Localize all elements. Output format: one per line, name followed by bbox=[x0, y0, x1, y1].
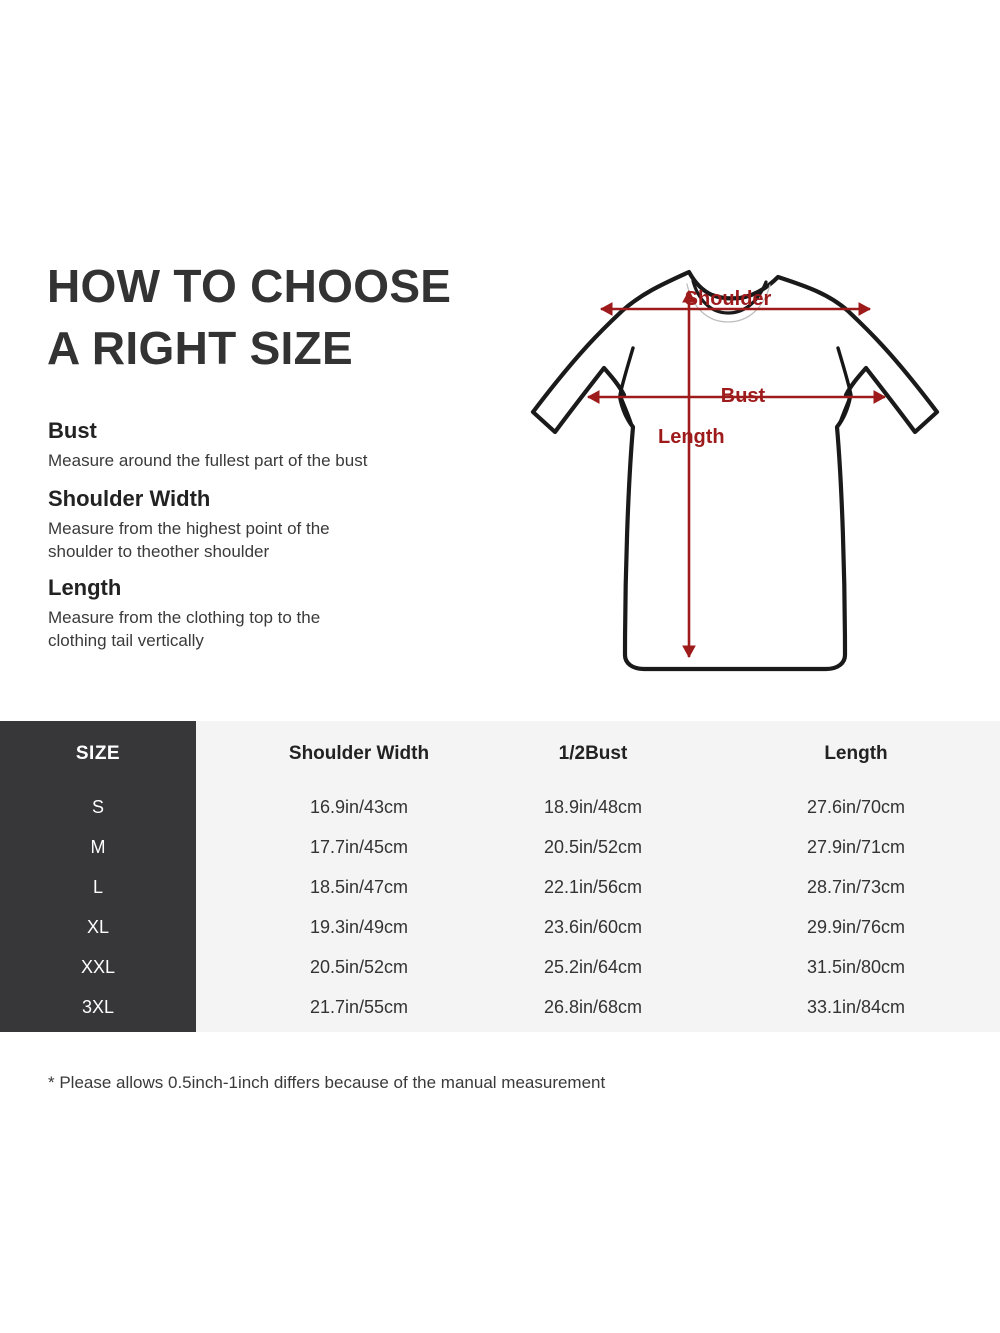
svg-text:Shoulder: Shoulder bbox=[685, 288, 772, 310]
svg-text:Length: Length bbox=[658, 426, 725, 448]
svg-text:Bust: Bust bbox=[721, 385, 766, 407]
